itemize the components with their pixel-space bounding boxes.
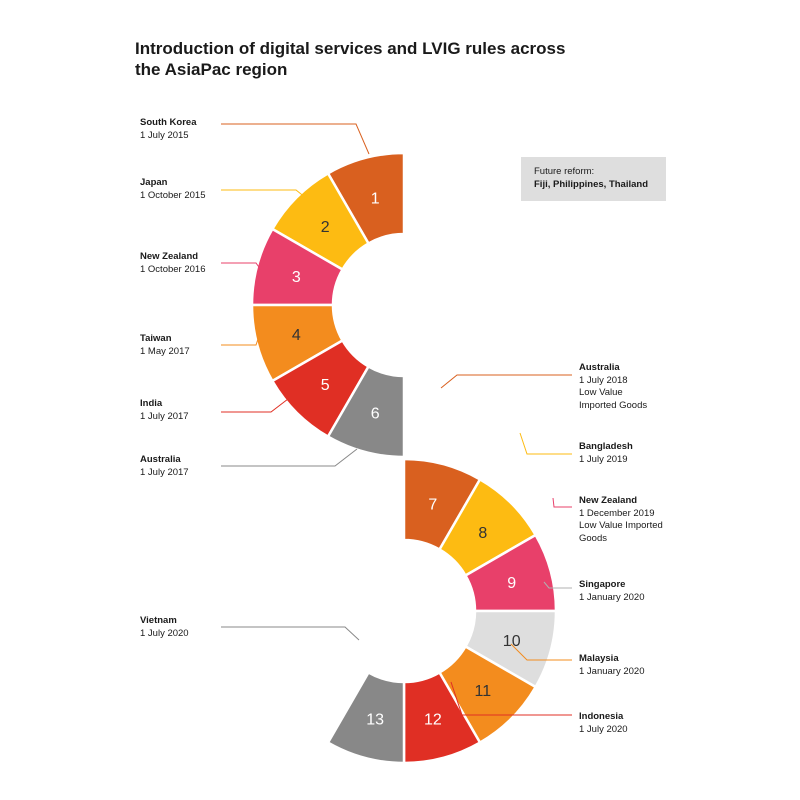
label-detail: Low Value Imported bbox=[579, 520, 663, 531]
country-name: South Korea bbox=[140, 117, 197, 128]
effective-date: 1 December 2019 bbox=[579, 507, 655, 519]
effective-date: 1 May 2017 bbox=[140, 345, 190, 357]
effective-date: 1 January 2020 bbox=[579, 665, 645, 677]
leader-line-4 bbox=[221, 338, 259, 346]
country-label-4: Taiwan 1 May 2017 bbox=[140, 333, 190, 358]
country-name: Japan bbox=[140, 177, 168, 188]
country-label-5: India 1 July 2017 bbox=[140, 398, 189, 423]
future-reform-countries: Fiji, Philippines, Thailand bbox=[534, 178, 649, 190]
leader-line-2 bbox=[221, 189, 307, 199]
effective-date: 1 July 2020 bbox=[140, 627, 189, 639]
leader-line-7 bbox=[440, 374, 572, 389]
label-detail: Goods bbox=[579, 532, 607, 544]
effective-date: 1 October 2016 bbox=[140, 263, 206, 275]
effective-date: 1 July 2020 bbox=[579, 723, 628, 735]
page-title: Introduction of digital services and LVI… bbox=[135, 38, 605, 80]
leader-line-11 bbox=[510, 643, 572, 661]
country-name: Taiwan bbox=[140, 333, 172, 344]
country-label-6: Australia 1 July 2017 bbox=[140, 454, 189, 479]
leader-line-8 bbox=[519, 432, 572, 455]
segment-number-11: 11 bbox=[475, 683, 492, 700]
country-label-9: New Zealand 1 December 2019 Low Value Impo… bbox=[579, 495, 663, 545]
country-label-8: Bangladesh 1 July 2019 bbox=[579, 441, 633, 466]
segment-number-1: 1 bbox=[371, 190, 380, 207]
country-label-12: Indonesia 1 July 2020 bbox=[579, 711, 628, 736]
effective-date: 1 July 2017 bbox=[140, 410, 189, 422]
leader-line-6 bbox=[221, 448, 358, 467]
future-reform-title: Future reform: bbox=[534, 166, 595, 177]
country-name: India bbox=[140, 398, 163, 409]
title-line-1: Introduction of digital services and LVI… bbox=[135, 39, 566, 58]
segment-number-5: 5 bbox=[321, 377, 330, 394]
leader-line-3 bbox=[221, 262, 262, 271]
leader-line-1 bbox=[221, 123, 370, 155]
future-reform-box: Future reform: Fiji, Philippines, Thaila… bbox=[521, 157, 666, 201]
leader-line-10 bbox=[543, 581, 572, 589]
segment-number-7: 7 bbox=[428, 496, 437, 513]
country-label-3: New Zealand 1 October 2016 bbox=[140, 251, 206, 276]
segment-number-12: 12 bbox=[424, 712, 442, 729]
leader-line-13 bbox=[221, 626, 360, 641]
leader-line-12 bbox=[450, 681, 572, 716]
segment-number-3: 3 bbox=[292, 269, 301, 286]
leader-line-5 bbox=[221, 398, 289, 413]
country-name: Bangladesh bbox=[579, 441, 633, 452]
country-label-13: Vietnam 1 July 2020 bbox=[140, 615, 189, 640]
segment-number-10: 10 bbox=[503, 633, 521, 650]
country-label-10: Singapore 1 January 2020 bbox=[579, 579, 645, 604]
segment-number-6: 6 bbox=[371, 406, 380, 423]
effective-date: 1 July 2017 bbox=[140, 466, 189, 478]
country-name: Australia bbox=[579, 362, 620, 373]
segment-number-2: 2 bbox=[321, 219, 330, 236]
country-name: New Zealand bbox=[579, 495, 638, 506]
effective-date: 1 July 2018 bbox=[579, 374, 628, 386]
country-label-2: Japan 1 October 2015 bbox=[140, 177, 206, 202]
label-detail: Low Value bbox=[579, 387, 623, 398]
country-label-11: Malaysia 1 January 2020 bbox=[579, 653, 645, 678]
effective-date: 1 January 2020 bbox=[579, 591, 645, 603]
leader-line-9 bbox=[552, 497, 572, 508]
segment-number-8: 8 bbox=[478, 525, 487, 542]
segment-6 bbox=[326, 364, 406, 459]
effective-date: 1 July 2019 bbox=[579, 453, 628, 465]
country-name: Indonesia bbox=[579, 711, 624, 722]
effective-date: 1 July 2015 bbox=[140, 129, 189, 141]
effective-date: 1 October 2015 bbox=[140, 189, 206, 201]
country-label-1: South Korea 1 July 2015 bbox=[140, 117, 196, 142]
country-name: Singapore bbox=[579, 579, 626, 590]
label-detail: Imported Goods bbox=[579, 399, 648, 411]
title-line-2: the AsiaPac region bbox=[135, 60, 288, 79]
country-name: New Zealand bbox=[140, 251, 199, 262]
country-name: Vietnam bbox=[140, 615, 177, 626]
country-name: Malaysia bbox=[579, 653, 619, 664]
segment-13 bbox=[326, 670, 406, 765]
segment-number-4: 4 bbox=[292, 327, 301, 344]
segment-number-13: 13 bbox=[366, 712, 384, 729]
country-name: Australia bbox=[140, 454, 181, 465]
country-label-7: Australia 1 July 2018 Low Value Imported Go… bbox=[579, 362, 647, 412]
segment-number-9: 9 bbox=[507, 575, 516, 592]
